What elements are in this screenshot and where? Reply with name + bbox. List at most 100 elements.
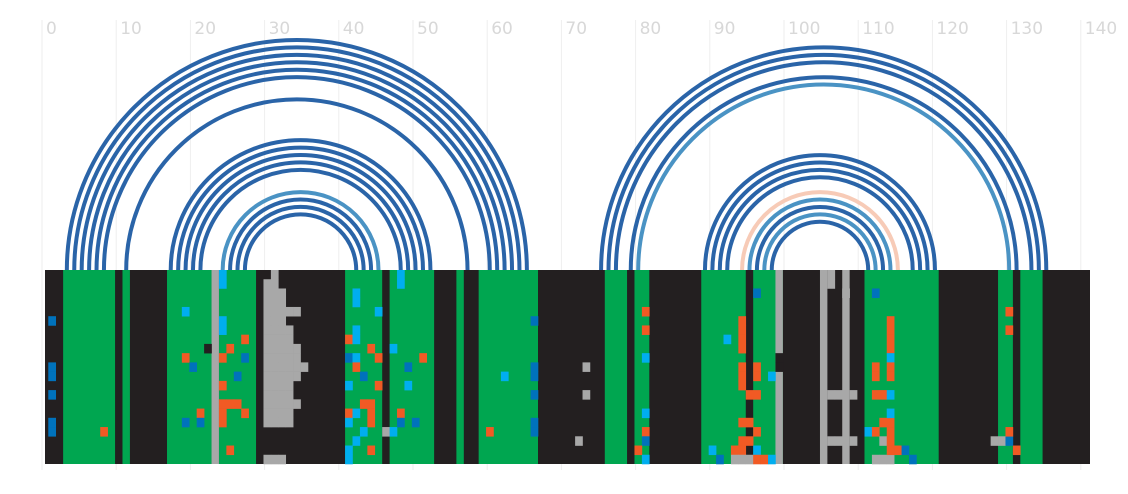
x-tick-label: 10 (120, 19, 142, 39)
track-cell (359, 371, 368, 382)
track-cell (359, 399, 368, 409)
arc (228, 197, 374, 271)
track-cell (218, 399, 227, 409)
track-cell (871, 390, 880, 400)
track-cell (886, 454, 895, 465)
paired-region (1020, 270, 1043, 464)
track-cell (582, 362, 591, 372)
track-cell (293, 362, 301, 372)
track-cell (263, 353, 272, 363)
track-cell (641, 454, 650, 465)
track-cell (293, 306, 301, 317)
arc (599, 45, 1049, 271)
track-cell (582, 390, 591, 400)
x-tick-label: 30 (269, 19, 291, 39)
track-cell (1005, 325, 1014, 335)
track-cell (204, 343, 212, 354)
track-cell (218, 279, 227, 289)
track-cell (738, 343, 747, 354)
track-cell (293, 353, 301, 363)
track-cell (278, 399, 287, 409)
track-cell (827, 390, 836, 400)
x-tick-label: 130 (1011, 19, 1043, 39)
track-cell (634, 445, 643, 456)
arc (235, 204, 366, 271)
arc (176, 145, 425, 271)
track-cell (879, 417, 888, 428)
track-cell (263, 454, 272, 465)
track-cell (345, 408, 353, 419)
track-cell (738, 325, 747, 335)
track-cell (48, 362, 57, 372)
track-cell (738, 417, 747, 428)
track-cell (196, 417, 205, 428)
arc (64, 37, 529, 271)
track-cell (768, 371, 776, 382)
track-cell (278, 353, 287, 363)
track-cell (834, 436, 843, 446)
track-cell (263, 288, 272, 299)
track-cell (263, 279, 272, 289)
track-cell (753, 390, 761, 400)
track-cell (218, 353, 227, 363)
paired-region (167, 270, 212, 464)
track-cell (270, 417, 279, 428)
track-cell (374, 353, 383, 363)
track-cell (345, 445, 353, 456)
track-cell (196, 408, 205, 419)
track-cell (849, 436, 858, 446)
track-cell (1005, 306, 1014, 317)
track-cell (1005, 427, 1014, 437)
track-cell (530, 371, 539, 382)
track-cell (278, 408, 287, 419)
track-cell (352, 297, 361, 308)
arc (710, 160, 930, 271)
track-cell (886, 445, 895, 456)
track-cell (285, 408, 294, 419)
track-cell (753, 371, 761, 382)
track-cell (738, 362, 747, 372)
track-cell (753, 427, 761, 437)
track-cell (367, 399, 376, 409)
track-cell (270, 390, 279, 400)
track-cell (834, 390, 843, 400)
track-cell (233, 399, 242, 409)
arc (168, 138, 433, 271)
track-cell (345, 353, 353, 363)
track-cell (181, 353, 190, 363)
track-cell (293, 399, 301, 409)
track-cell (397, 417, 405, 428)
x-tick-label: 80 (640, 19, 662, 39)
track-cell (300, 362, 309, 372)
track-cell (641, 306, 650, 317)
track-cell (775, 362, 784, 372)
track-cell (1005, 436, 1014, 446)
sequence-track (45, 270, 1090, 465)
track-cell (270, 399, 279, 409)
track-cell (641, 427, 650, 437)
track-cell (278, 454, 287, 465)
track-cell (886, 316, 895, 326)
track-cell (827, 279, 836, 289)
track-cell (575, 436, 583, 446)
track-cell (278, 297, 287, 308)
paired-region (218, 270, 257, 464)
track-cell (48, 316, 57, 326)
track-cell (909, 454, 917, 465)
track-cell (48, 427, 57, 437)
track-cell (894, 445, 902, 456)
track-cell (738, 334, 747, 345)
track-cell (218, 325, 227, 335)
track-cell (48, 390, 57, 400)
track-cell (218, 408, 227, 419)
track-cell (760, 454, 769, 465)
track-cell (359, 427, 368, 437)
track-cell (886, 353, 895, 363)
arc (101, 75, 492, 271)
track-cell (745, 454, 754, 465)
arc (124, 97, 470, 271)
arc (769, 219, 871, 271)
track-cell (753, 362, 761, 372)
arc (190, 160, 411, 271)
